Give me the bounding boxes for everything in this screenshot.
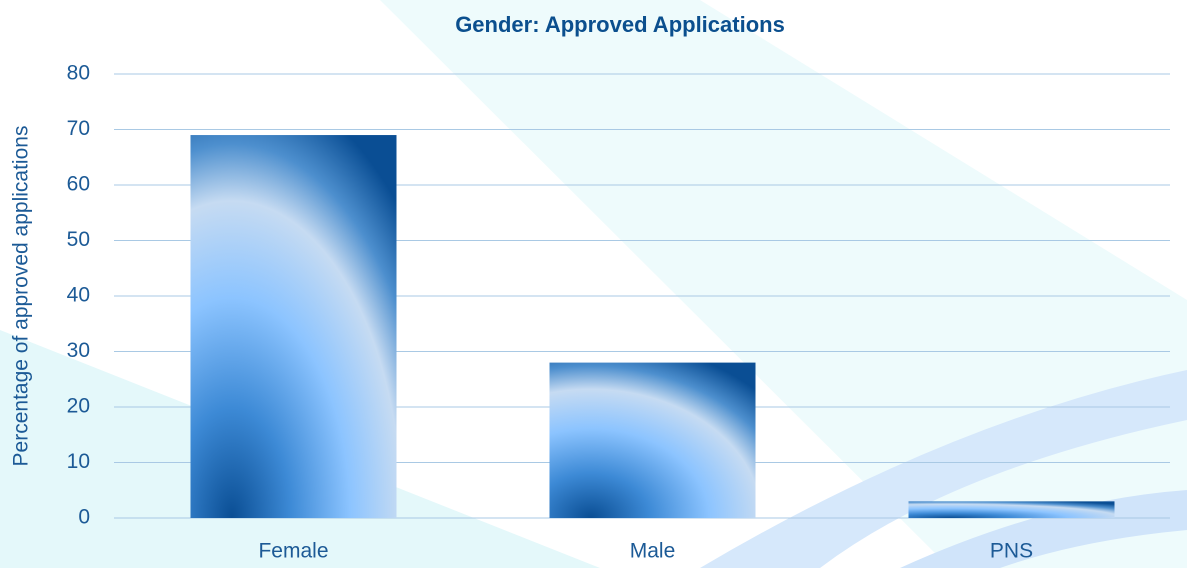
x-tick-label: PNS [990, 540, 1033, 563]
bar [549, 362, 756, 518]
y-axis-label: Percentage of approved applications [10, 126, 33, 467]
y-tick-label: 80 [67, 62, 90, 85]
bar [190, 135, 397, 519]
y-tick-label: 40 [67, 284, 90, 307]
x-tick-label: Male [630, 540, 676, 563]
bar [908, 501, 1115, 518]
y-tick-label: 60 [67, 173, 90, 196]
y-tick-label: 0 [78, 506, 90, 529]
bg-swoosh [380, 0, 1187, 568]
bg-swoosh [900, 490, 1187, 568]
x-tick-label: Female [258, 540, 328, 563]
y-tick-label: 20 [67, 395, 90, 418]
y-tick-label: 50 [67, 228, 90, 251]
y-tick-label: 30 [67, 339, 90, 362]
y-tick-label: 70 [67, 117, 90, 140]
y-tick-label: 10 [67, 450, 90, 473]
chart-title: Gender: Approved Applications [455, 12, 785, 37]
